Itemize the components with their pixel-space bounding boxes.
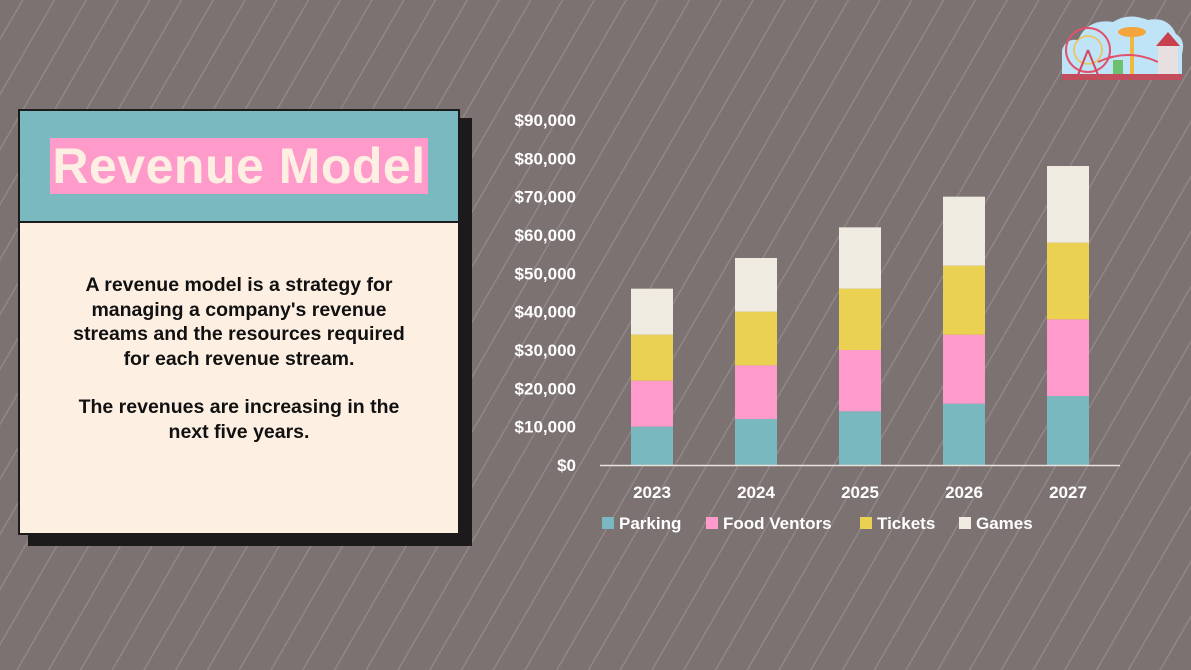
bar-food-ventors-2026: [943, 334, 985, 404]
bar-food-ventors-2027: [1047, 319, 1089, 396]
revenue-model-card: Revenue Model A revenue model is a strat…: [18, 109, 460, 535]
y-tick-label: $0: [557, 456, 576, 475]
legend-label: Games: [976, 514, 1033, 533]
bar-parking-2027: [1047, 396, 1089, 465]
legend-swatch-tickets: [860, 517, 872, 529]
y-tick-label: $20,000: [515, 379, 576, 398]
y-axis: $0 $10,000 $20,000 $30,000 $40,000 $50,000 $60…: [515, 111, 576, 475]
legend-swatch-games: [959, 517, 971, 529]
amusement-park-illustration-icon: [1062, 16, 1184, 81]
bar-games-2025: [839, 227, 881, 289]
bar-games-2023: [631, 288, 673, 335]
bar-tickets-2024: [735, 311, 777, 366]
bar-parking-2024: [735, 419, 777, 465]
legend-swatch-food-ventors: [706, 517, 718, 529]
y-tick-label: $40,000: [515, 303, 576, 322]
bar-tickets-2026: [943, 265, 985, 335]
y-tick-label: $80,000: [515, 149, 576, 168]
page-title: Revenue Model: [50, 138, 428, 194]
description: A revenue model is a strategy for managi…: [20, 273, 458, 444]
description-paragraph: A revenue model is a strategy for managi…: [73, 274, 405, 370]
bar-food-ventors-2024: [735, 365, 777, 419]
description-paragraph: The revenues are increasing in the next …: [78, 396, 400, 443]
bar-tickets-2023: [631, 334, 673, 381]
x-tick-label: 2023: [633, 483, 671, 502]
x-tick-label: 2024: [737, 483, 775, 502]
bars: [631, 166, 1089, 465]
bar-parking-2026: [943, 403, 985, 465]
legend-swatch-parking: [602, 517, 614, 529]
bar-parking-2025: [839, 411, 881, 465]
y-tick-label: $10,000: [515, 418, 576, 437]
legend-label: Food Ventors: [723, 514, 832, 533]
y-tick-label: $90,000: [515, 111, 576, 130]
y-tick-label: $30,000: [515, 341, 576, 360]
y-tick-label: $70,000: [515, 188, 576, 207]
bar-games-2024: [735, 258, 777, 312]
legend-label: Tickets: [877, 514, 935, 533]
x-tick-label: 2025: [841, 483, 879, 502]
bar-tickets-2027: [1047, 242, 1089, 320]
bar-games-2027: [1047, 166, 1089, 243]
bar-food-ventors-2025: [839, 350, 881, 412]
bar-parking-2023: [631, 426, 673, 465]
x-tick-label: 2027: [1049, 483, 1087, 502]
y-tick-label: $60,000: [515, 226, 576, 245]
legend: Parking Food Ventors Tickets Games: [602, 514, 1033, 533]
card-header: Revenue Model: [20, 111, 458, 223]
bar-tickets-2025: [839, 288, 881, 350]
y-tick-label: $50,000: [515, 264, 576, 283]
legend-label: Parking: [619, 514, 681, 533]
bar-games-2026: [943, 196, 985, 266]
x-axis: 2023 2024 2025 2026 2027: [633, 483, 1087, 502]
x-tick-label: 2026: [945, 483, 983, 502]
bar-food-ventors-2023: [631, 380, 673, 427]
